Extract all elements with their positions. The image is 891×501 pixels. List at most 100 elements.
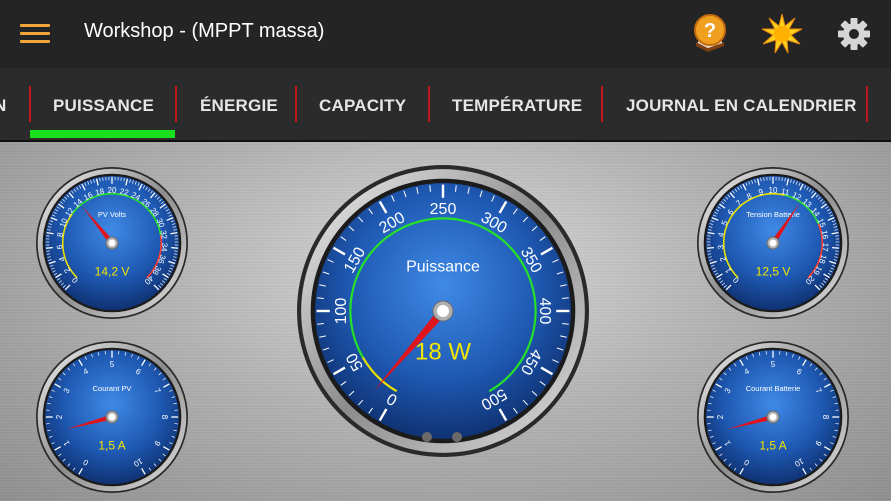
minor-tick <box>834 429 838 432</box>
minor-tick <box>792 180 795 184</box>
settings-button[interactable] <box>832 12 876 56</box>
minor-tick <box>322 347 330 351</box>
minor-tick <box>67 463 71 467</box>
major-tick <box>45 247 53 249</box>
minor-tick <box>784 177 786 182</box>
minor-tick <box>60 282 64 286</box>
minor-tick <box>158 284 162 288</box>
tick-label: 0 <box>70 275 80 285</box>
pager-dot-2[interactable] <box>452 432 462 442</box>
major-tick <box>150 192 156 199</box>
minor-tick <box>732 190 735 194</box>
tab-energie[interactable]: ÉNERGIE <box>200 96 278 115</box>
minor-tick <box>798 182 801 186</box>
tab-separator <box>295 86 297 122</box>
minor-tick <box>455 185 457 192</box>
gauge-hub-cap <box>769 239 777 247</box>
minor-tick <box>51 267 55 270</box>
gauge-value-readout: 12,5 V <box>756 264 791 278</box>
minor-tick <box>728 463 732 467</box>
minor-tick <box>47 429 51 432</box>
minor-tick <box>358 216 364 223</box>
minor-tick <box>368 208 373 215</box>
minor-tick <box>723 372 727 376</box>
tick-label: 18 <box>94 187 105 198</box>
tension-batterie-gauge: 0 1 2 3 4 5 6 7 8 9 10 11 12 13 14 15 16 17 18 19 20 Tension … <box>696 166 850 320</box>
major-tick <box>802 468 807 475</box>
major-tick <box>802 359 807 366</box>
minor-tick <box>831 264 836 267</box>
major-tick <box>540 246 554 256</box>
tick-label: 24 <box>130 190 143 202</box>
minor-tick <box>327 259 334 263</box>
gauge-title: Courant PV <box>93 384 132 393</box>
tab-journal-en-calendrier[interactable]: JOURNAL EN CALENDRIER <box>626 96 857 115</box>
minor-tick <box>714 272 719 276</box>
major-tick <box>498 200 508 214</box>
gauge-needle <box>373 304 449 392</box>
gauge-needle <box>770 203 800 247</box>
major-tick <box>58 203 65 209</box>
major-tick <box>125 178 129 186</box>
gauge-value-readout: 1,5 A <box>98 438 125 452</box>
minor-tick <box>830 267 834 270</box>
app-bar: Workshop - (MPPT massa) ? <box>0 0 891 68</box>
gauge-zone-green <box>349 217 537 393</box>
tab-capacity[interactable]: CAPACITY <box>319 96 407 115</box>
hamburger-line <box>20 40 50 43</box>
major-tick <box>332 366 346 376</box>
minor-tick <box>814 463 818 467</box>
major-tick <box>498 408 508 422</box>
major-tick <box>829 260 837 265</box>
minor-tick <box>723 284 727 288</box>
menu-button[interactable] <box>18 22 52 46</box>
minor-tick <box>163 277 167 281</box>
tick-label: 22 <box>119 187 130 198</box>
minor-tick <box>562 323 569 325</box>
tab-temperature[interactable]: TEMPÉRATURE <box>452 96 583 115</box>
tick-label: 5 <box>771 360 776 369</box>
tick-label: 4 <box>82 366 91 376</box>
minor-tick <box>48 396 53 398</box>
minor-tick <box>819 284 823 288</box>
gauge-title: PV Volts <box>98 210 127 219</box>
minor-tick <box>733 467 737 471</box>
major-tick <box>739 468 744 475</box>
gauge-value-readout: 18 W <box>415 339 471 366</box>
tick-label: 0 <box>81 457 90 467</box>
minor-tick <box>831 220 836 223</box>
minor-tick <box>93 179 95 183</box>
minor-tick <box>814 367 818 371</box>
pager-dot-1[interactable] <box>422 432 432 442</box>
active-tab-indicator <box>30 130 175 138</box>
tab-partial[interactable]: N <box>0 96 7 115</box>
minor-tick <box>340 381 347 386</box>
minor-tick <box>327 359 334 363</box>
minor-tick <box>491 195 495 202</box>
major-tick <box>706 247 714 249</box>
major-tick <box>715 446 722 451</box>
minor-tick <box>708 402 712 405</box>
courant-pv-gauge: 0 1 2 3 4 5 6 7 8 9 10 Courant PV 1,5 A <box>35 340 189 494</box>
minor-tick <box>827 272 832 276</box>
major-tick <box>141 468 146 475</box>
brightness-button[interactable] <box>760 12 804 56</box>
minor-tick <box>48 436 53 438</box>
tab-puissance[interactable]: PUISSANCE <box>53 96 154 115</box>
minor-tick <box>552 259 559 263</box>
major-tick <box>799 183 804 191</box>
minor-tick <box>340 236 347 241</box>
minor-tick <box>734 188 738 192</box>
major-tick <box>163 383 170 388</box>
tick-label: 16 <box>82 190 95 202</box>
minor-tick <box>522 399 528 406</box>
minor-tick <box>51 214 56 217</box>
minor-tick <box>817 196 821 200</box>
help-button[interactable]: ? <box>688 12 732 56</box>
minor-tick <box>795 181 798 185</box>
gauge-zone-green <box>784 194 820 225</box>
minor-tick <box>403 190 407 198</box>
minor-tick <box>47 402 51 405</box>
minor-tick <box>826 208 831 212</box>
